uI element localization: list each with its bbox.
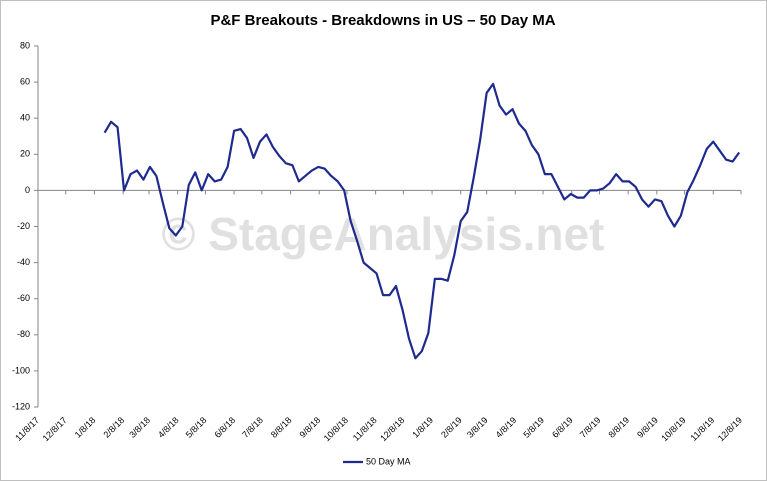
y-tick-label: 0 — [25, 185, 30, 195]
y-tick-label: 40 — [20, 113, 30, 123]
y-tick-label: -120 — [12, 401, 30, 411]
series-line — [103, 82, 741, 360]
y-tick-label: -20 — [17, 221, 30, 231]
watermark: © StageAnalysis.net — [162, 208, 605, 260]
legend-label: 50 Day MA — [366, 456, 411, 466]
y-tick-label: -40 — [17, 257, 30, 267]
y-tick-label: 20 — [20, 149, 30, 159]
chart-title: P&F Breakouts - Breakdowns in US – 50 Da… — [210, 12, 555, 29]
y-tick-label: -80 — [17, 329, 30, 339]
y-tick-label: -100 — [12, 365, 30, 375]
y-tick-label: 60 — [20, 76, 30, 86]
y-tick-label: -60 — [17, 293, 30, 303]
y-tick-label: 80 — [20, 40, 30, 50]
